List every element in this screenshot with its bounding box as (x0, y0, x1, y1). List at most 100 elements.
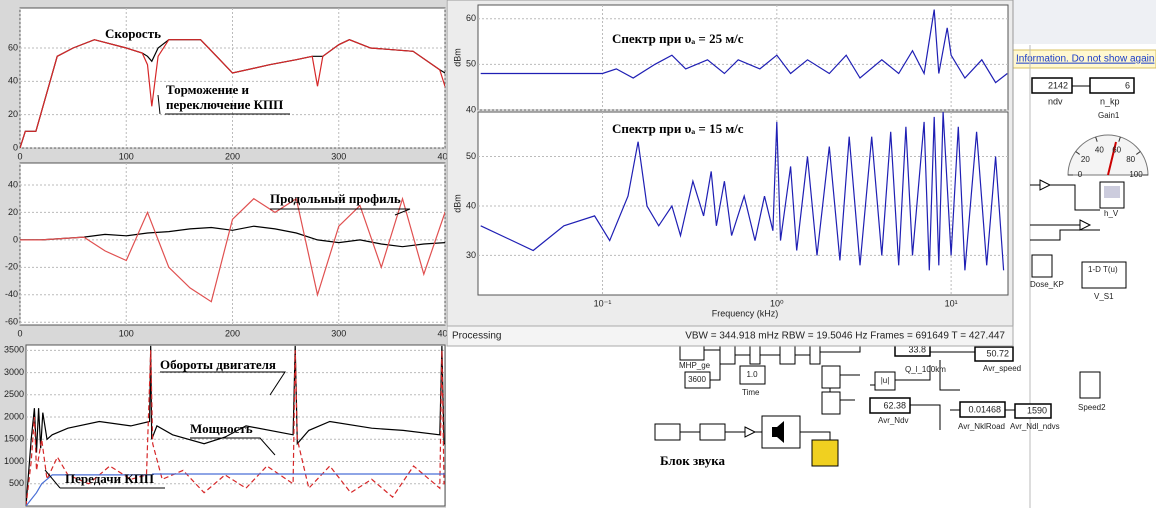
y-tick-label: 30 (466, 250, 476, 260)
gain-block (1039, 179, 1092, 231)
block[interactable] (821, 391, 841, 415)
y-tick-label: 3500 (4, 345, 24, 355)
annotation: Спектр при υₐ = 25 м/с (612, 31, 744, 46)
data-line (20, 225, 445, 248)
annotation: Торможение и (166, 82, 250, 97)
display-value: 2142 (1048, 80, 1068, 90)
display-block[interactable] (1014, 403, 1052, 419)
display-value: 62.38 (883, 400, 906, 410)
block-text: |u| (881, 376, 890, 385)
sound-output[interactable] (811, 439, 839, 467)
x-tick-label: 100 (119, 151, 134, 161)
display-block[interactable] (959, 401, 1006, 418)
annotation: Обороты двигателя (160, 357, 276, 372)
block[interactable] (719, 343, 736, 365)
block-text: 1-D T(u) (1088, 265, 1118, 274)
block-label: Dose_KP (1030, 280, 1064, 289)
y-tick-label: 0 (13, 234, 18, 244)
scope-screen (1104, 186, 1120, 198)
plot-area (477, 4, 1009, 111)
scope-block[interactable] (1079, 371, 1101, 399)
y-tick-label: -40 (5, 289, 18, 299)
display-value: 0.01468 (968, 404, 1001, 414)
y-tick-label: -60 (5, 317, 18, 327)
gauge-needle (1107, 141, 1117, 176)
annotation: Скорость (105, 26, 161, 41)
block-label: Avr_Ndv (878, 416, 909, 425)
x-tick-label: 400 (437, 151, 452, 161)
block-label: Gain1 (1098, 111, 1120, 120)
abs-block[interactable] (874, 371, 896, 391)
display-value: 50.72 (986, 348, 1009, 358)
gauge[interactable] (1067, 134, 1149, 176)
block-label: Time (742, 388, 760, 397)
lookup-block[interactable] (1081, 261, 1127, 289)
display-value: 6 (1125, 80, 1130, 90)
block-label: Speed2 (1078, 403, 1106, 412)
x-tick-label: 300 (331, 151, 346, 161)
block[interactable] (749, 343, 761, 365)
gauge-tick (1095, 136, 1098, 142)
gauge-label: 40 (1095, 145, 1104, 154)
y-tick-label: 2500 (4, 389, 24, 399)
gauge-tick (1118, 136, 1121, 142)
y-tick-label: 20 (8, 109, 18, 119)
spectrum: 40 50 60 dBm Спектр при υₐ = 25 м/с 10⁻¹ 10⁰ 10… (452, 4, 1009, 308)
block[interactable] (809, 343, 821, 365)
annotation: Спектр при υₐ = 15 м/с (612, 121, 744, 136)
x-tick-label: 10⁻¹ (594, 298, 612, 308)
status-text: Processing (452, 331, 501, 342)
annotation: переключение КПП (166, 97, 283, 112)
y-tick-label: 1500 (4, 434, 24, 444)
block[interactable] (779, 343, 796, 365)
block-label: MHP_ge (679, 361, 711, 370)
clock-block[interactable] (739, 365, 766, 385)
y-axis-label: dBm (452, 194, 462, 213)
block[interactable] (654, 423, 681, 441)
block[interactable] (821, 365, 841, 389)
y-tick-label: 500 (9, 478, 24, 488)
x-tick-label: 10⁰ (770, 298, 784, 308)
speaker-icon (772, 421, 784, 443)
annotation: Мощность (190, 421, 253, 436)
x-tick-label: 200 (225, 151, 240, 161)
data-line (480, 112, 1005, 271)
display-value: 1590 (1027, 405, 1047, 415)
block-label: Avr_Ndl_ndvs (1010, 422, 1060, 431)
data-line (480, 9, 1008, 84)
block-label: n_kp (1100, 96, 1120, 106)
status-stats: VBW = 344.918 mHz RBW = 19.5046 Hz Frame… (685, 331, 1005, 342)
block-label: Q_l_100km (905, 365, 946, 374)
display-block[interactable] (974, 346, 1014, 362)
wire (1030, 184, 1100, 241)
info-link[interactable]: Information. Do not show again (1016, 54, 1154, 65)
status-bar (446, 325, 1014, 347)
block-label: ndv (1048, 96, 1063, 106)
constant-block[interactable] (684, 371, 711, 389)
y-tick-label: 40 (8, 179, 18, 189)
block-label: V_S1 (1094, 292, 1114, 301)
x-tick-label: 200 (225, 328, 240, 338)
annotation: Продольный профиль (270, 191, 401, 206)
x-tick-label: 100 (119, 328, 134, 338)
y-tick-label: 40 (8, 76, 18, 86)
data-line (26, 350, 445, 506)
x-tick-label: 0 (17, 328, 22, 338)
data-line (26, 473, 445, 506)
y-tick-label: 40 (466, 200, 476, 210)
y-tick-label: 1000 (4, 456, 24, 466)
gain-block (744, 426, 757, 438)
y-tick-label: 2000 (4, 411, 24, 421)
scope-block[interactable] (1031, 254, 1053, 278)
block[interactable] (699, 423, 726, 441)
y-tick-label: 40 (466, 104, 476, 114)
y-tick-label: 60 (8, 42, 18, 52)
display-block[interactable] (869, 397, 911, 414)
gauge-label: 0 (1078, 170, 1083, 179)
gauge-label: 100 (1129, 170, 1143, 179)
block-label: h_V (1104, 209, 1119, 218)
gauge-label: 60 (1112, 145, 1121, 154)
gauge-tick (1136, 151, 1141, 155)
